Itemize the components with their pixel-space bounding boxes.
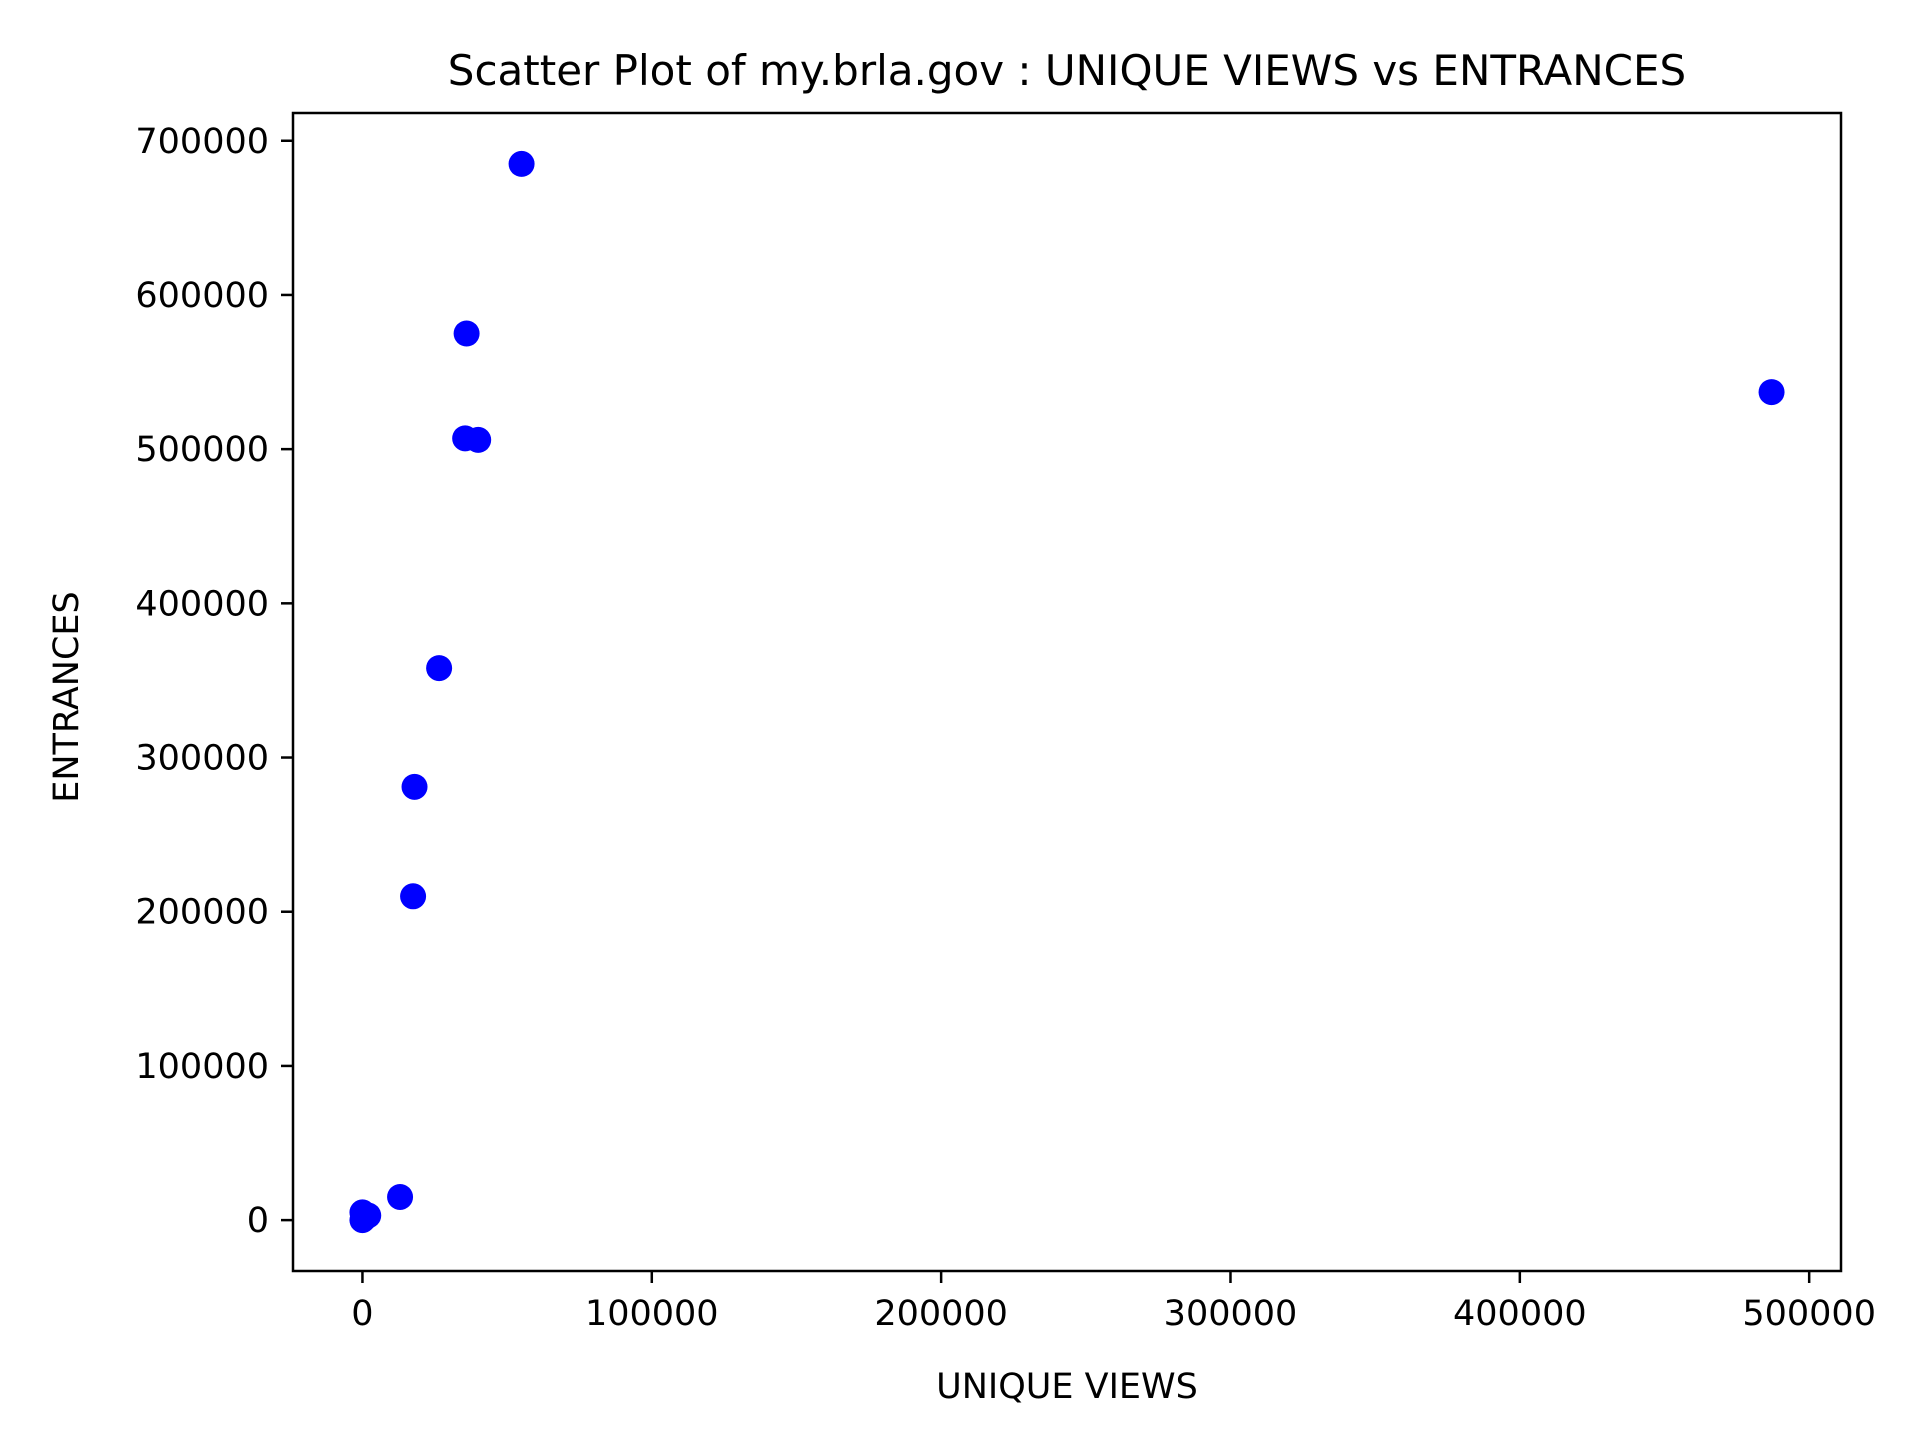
scatter-point	[401, 773, 428, 800]
scatter-point	[400, 883, 427, 910]
y-tick-label: 200000	[135, 893, 269, 933]
chart-title: Scatter Plot of my.brla.gov : UNIQUE VIE…	[448, 46, 1686, 95]
scatter-point	[508, 150, 535, 177]
scatter-point	[387, 1183, 414, 1210]
scatter-point	[349, 1207, 376, 1234]
y-tick-label: 500000	[135, 430, 269, 470]
x-tick-label: 400000	[1453, 1294, 1587, 1334]
plot-area-frame	[291, 111, 1843, 1273]
ticks-layer: 0 100000 200000 300000 400000 500000 0 100000 20…	[135, 122, 1876, 1334]
x-axis-label: UNIQUE VIEWS	[936, 1367, 1198, 1407]
scatter-point	[465, 426, 492, 453]
y-tick-label: 300000	[135, 739, 269, 779]
x-tick-label: 500000	[1742, 1294, 1876, 1334]
y-tick-label: 700000	[135, 122, 269, 162]
x-tick-label: 0	[351, 1294, 373, 1334]
x-tick-label: 200000	[874, 1294, 1008, 1334]
scatter-point	[426, 655, 453, 682]
x-tick-label: 100000	[585, 1294, 719, 1334]
y-tick-label: 400000	[135, 584, 269, 624]
y-tick-label: 600000	[135, 276, 269, 316]
y-tick-label: 100000	[135, 1047, 269, 1087]
points-layer	[349, 150, 1785, 1234]
y-axis-label: ENTRANCES	[47, 591, 87, 802]
x-tick-label: 300000	[1164, 1294, 1298, 1334]
scatter-point	[453, 320, 480, 347]
y-tick-label: 0	[247, 1201, 269, 1241]
scatter-point	[1758, 379, 1785, 406]
